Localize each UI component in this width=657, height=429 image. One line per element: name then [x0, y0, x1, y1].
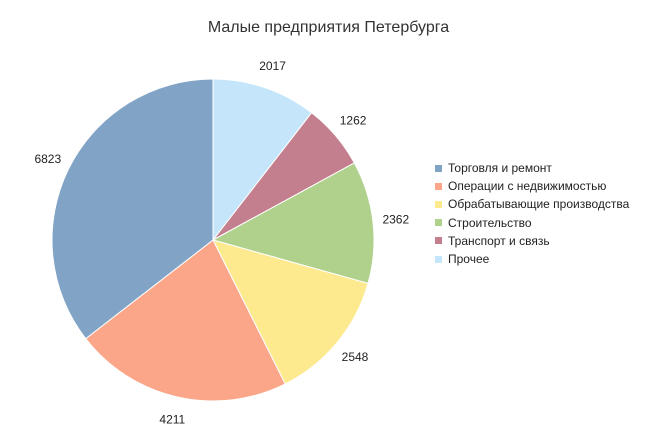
slice-value-label: 2017 — [259, 59, 286, 73]
chart-legend: Торговля и ремонт Операции с недвижимость… — [435, 159, 629, 268]
legend-item: Операции с недвижимостью — [435, 177, 629, 195]
legend-item: Транспорт и связь — [435, 232, 629, 250]
legend-label: Строительство — [448, 215, 532, 230]
legend-swatch — [435, 237, 442, 245]
legend-swatch — [435, 219, 442, 227]
legend-label: Операции с недвижимостью — [448, 179, 607, 194]
legend-swatch — [435, 255, 442, 263]
pie-slice — [85, 239, 286, 402]
slice-value-label: 2548 — [342, 350, 369, 364]
legend-item: Строительство — [435, 214, 629, 232]
legend-item: Торговля и ремонт — [435, 159, 629, 177]
pie-slice — [51, 78, 214, 340]
chart-title: Малые предприятия Петербурга — [207, 19, 450, 36]
slice-value-label: 1262 — [340, 114, 367, 128]
slice-value-label: 4211 — [159, 412, 185, 426]
legend-label: Транспорт и связь — [448, 233, 550, 248]
legend-swatch — [435, 164, 442, 172]
slice-value-label: 6823 — [34, 152, 61, 166]
legend-label: Обрабатывающие производства — [448, 197, 630, 212]
legend-swatch — [435, 182, 442, 190]
pie-slice — [211, 162, 375, 285]
legend-item: Прочее — [435, 250, 629, 268]
legend-swatch — [435, 200, 442, 208]
pie-slice — [212, 239, 369, 385]
legend-label: Прочее — [448, 252, 490, 267]
pie-slice — [212, 78, 313, 242]
slice-value-label: 2362 — [382, 212, 409, 226]
legend-label: Торговля и ремонт — [448, 161, 552, 176]
legend-item: Обрабатывающие производства — [435, 195, 629, 213]
